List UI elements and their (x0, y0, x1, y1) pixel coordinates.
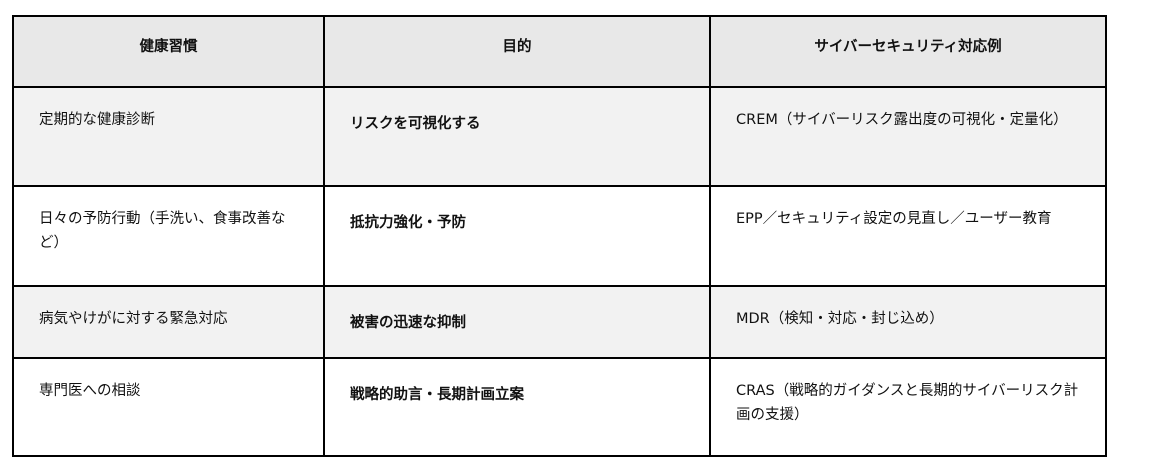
habit-cell: 専門医への相談 (12, 357, 325, 457)
example-cell: CREM（サイバーリスク露出度の可視化・定量化） (709, 86, 1107, 187)
example-cell: CRAS（戦略的ガイダンスと長期的サイバーリスク計画の支援） (709, 357, 1107, 457)
header-health-habit: 健康習慣 (12, 15, 325, 88)
comparison-table: 健康習慣 目的 サイバーセキュリティ対応例 定期的な健康診断 リスクを可視化する… (12, 15, 1107, 457)
example-cell: EPP／セキュリティ設定の見直し／ユーザー教育 (709, 185, 1107, 287)
purpose-cell: リスクを可視化する (323, 86, 711, 187)
habit-cell: 定期的な健康診断 (12, 86, 325, 187)
table-header-row: 健康習慣 目的 サイバーセキュリティ対応例 (12, 15, 1107, 88)
table-row: 専門医への相談 戦略的助言・長期計画立案 CRAS（戦略的ガイダンスと長期的サイ… (12, 357, 1107, 457)
table-row: 日々の予防行動（手洗い、食事改善など） 抵抗力強化・予防 EPP／セキュリティ設… (12, 185, 1107, 287)
purpose-cell: 被害の迅速な抑制 (323, 285, 711, 359)
purpose-cell: 抵抗力強化・予防 (323, 185, 711, 287)
header-cybersecurity-example: サイバーセキュリティ対応例 (709, 15, 1107, 88)
purpose-cell: 戦略的助言・長期計画立案 (323, 357, 711, 457)
header-purpose: 目的 (323, 15, 711, 88)
habit-cell: 日々の予防行動（手洗い、食事改善など） (12, 185, 325, 287)
example-cell: MDR（検知・対応・封じ込め） (709, 285, 1107, 359)
table-row: 定期的な健康診断 リスクを可視化する CREM（サイバーリスク露出度の可視化・定… (12, 86, 1107, 187)
table-row: 病気やけがに対する緊急対応 被害の迅速な抑制 MDR（検知・対応・封じ込め） (12, 285, 1107, 359)
habit-cell: 病気やけがに対する緊急対応 (12, 285, 325, 359)
